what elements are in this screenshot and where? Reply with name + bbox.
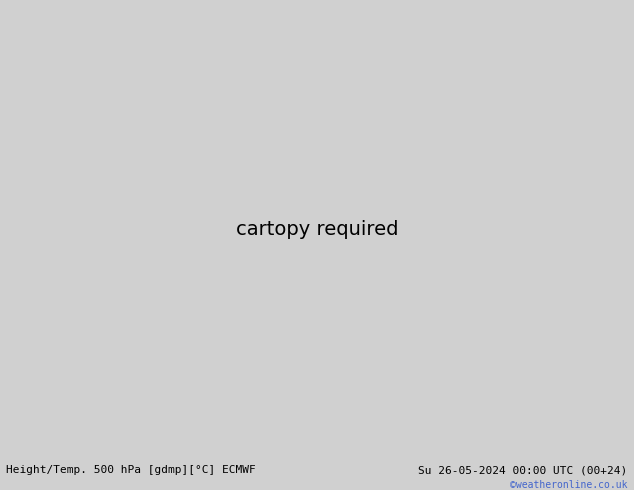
- Text: Su 26-05-2024 00:00 UTC (00+24): Su 26-05-2024 00:00 UTC (00+24): [418, 465, 628, 475]
- Text: cartopy required: cartopy required: [236, 220, 398, 239]
- Text: Height/Temp. 500 hPa [gdmp][°C] ECMWF: Height/Temp. 500 hPa [gdmp][°C] ECMWF: [6, 465, 256, 475]
- Text: ©weatheronline.co.uk: ©weatheronline.co.uk: [510, 480, 628, 490]
